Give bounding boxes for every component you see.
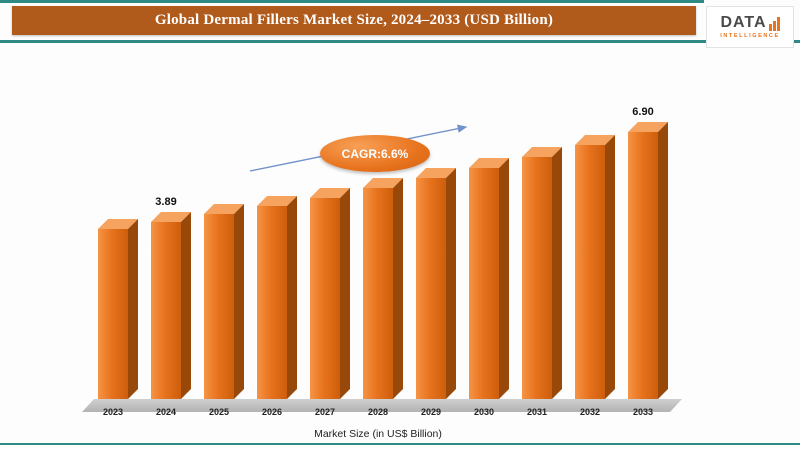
bar-column: 2032 [569, 119, 611, 418]
bar [469, 168, 499, 399]
bar-column: 2030 [463, 142, 505, 418]
chart-floor [82, 399, 682, 412]
bar-column: 2029 [410, 152, 452, 418]
bar-column: 6.90 2033 [622, 106, 664, 418]
x-tick-label: 2028 [367, 407, 389, 417]
cagr-badge: CAGR:6.6% [320, 135, 430, 172]
bar-chart: CAGR:6.6% 2023 3.89 2024 2025 2026 2027 2028 20… [0, 43, 800, 449]
bar-column: 2027 [304, 172, 346, 418]
bar [204, 214, 234, 399]
bar [575, 145, 605, 399]
bar [416, 178, 446, 399]
logo-subtext: INTELLIGENCE [720, 33, 780, 39]
bar [522, 157, 552, 399]
top-accent-line [0, 0, 704, 3]
x-tick-label: 2027 [314, 407, 336, 417]
bottom-accent-line [0, 443, 800, 445]
x-tick-label: 2025 [208, 407, 230, 417]
x-tick-label: 2032 [579, 407, 601, 417]
bar-column: 2026 [251, 180, 293, 418]
bar [310, 198, 340, 399]
x-tick-label: 2026 [261, 407, 283, 417]
x-axis-label: Market Size (in US$ Billion) [314, 428, 442, 440]
bar-chart-icon [768, 17, 780, 31]
bar-column: 2023 [92, 203, 134, 418]
bar-column: 2031 [516, 131, 558, 418]
logo-text: DATA [720, 14, 767, 31]
x-tick-label: 2024 [155, 407, 177, 417]
bar-series: 2023 3.89 2024 2025 2026 2027 2028 2029 2030 2031… [92, 106, 664, 418]
bar-column: 3.89 2024 [145, 196, 187, 418]
chart-title-bar: Global Dermal Fillers Market Size, 2024–… [12, 6, 696, 35]
value-label: 6.90 [632, 106, 654, 118]
x-tick-label: 2023 [102, 407, 124, 417]
bar [151, 222, 181, 399]
bar [257, 206, 287, 399]
bar-column: 2028 [357, 162, 399, 418]
logo-wordmark: DATA [720, 14, 780, 31]
header-divider-line [0, 40, 800, 43]
page-title: Global Dermal Fillers Market Size, 2024–… [154, 12, 554, 28]
bar [363, 188, 393, 399]
bar-column: 2025 [198, 188, 240, 418]
x-tick-label: 2033 [632, 407, 654, 417]
header: Global Dermal Fillers Market Size, 2024–… [0, 6, 800, 48]
x-tick-label: 2030 [473, 407, 495, 417]
bar [628, 132, 658, 399]
value-label: 3.89 [155, 196, 177, 208]
bar [98, 229, 128, 399]
x-tick-label: 2029 [420, 407, 442, 417]
x-tick-label: 2031 [526, 407, 548, 417]
logo: DATA INTELLIGENCE [706, 6, 794, 48]
